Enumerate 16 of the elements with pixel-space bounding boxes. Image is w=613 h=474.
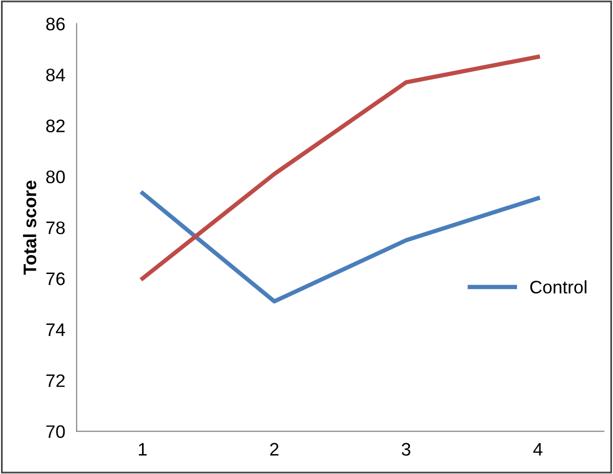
y-tick-label: 80 <box>46 170 65 184</box>
y-tick-label: 82 <box>46 120 65 132</box>
y-tick-label: 76 <box>46 272 65 286</box>
y-tick-label: 70 <box>46 425 65 438</box>
y-tick-label: 72 <box>46 374 65 387</box>
y-tick-label: 74 <box>46 324 65 336</box>
line-series <box>140 54 540 281</box>
x-tick-label: 3 <box>402 442 410 456</box>
y-axis-title: Total score <box>23 180 36 275</box>
y-tick-label: 86 <box>46 18 65 30</box>
x-tick-label: 2 <box>270 442 278 456</box>
y-tick-label: 84 <box>46 68 65 82</box>
x-tick-label: 4 <box>533 443 542 456</box>
x-tick-label: 1 <box>138 443 147 456</box>
legend-label: Control <box>530 280 586 294</box>
y-tick-label: 78 <box>46 221 65 234</box>
